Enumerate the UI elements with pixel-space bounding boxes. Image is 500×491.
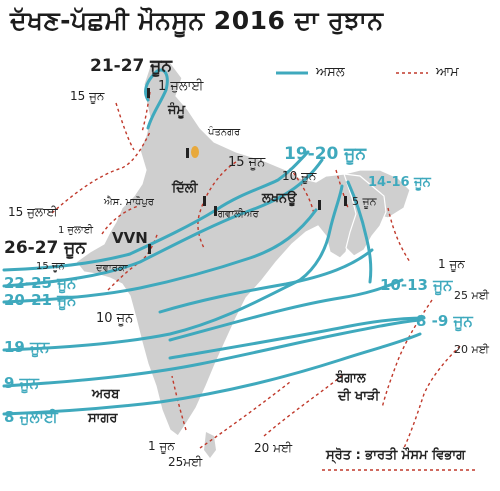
marker-ne [344,196,347,206]
isoline-22-25-june [2,158,324,288]
date-22-25-june: 22-25 ਜੂਨ [4,274,77,292]
place-sawai-madhopur: ਐਸ. ਮਾਧੋਪੁਰ [104,197,154,208]
date-15-june-w: 15 ਜੂਨ [36,261,65,272]
legend-actual-label: ਅਸਲ [316,65,345,80]
isoline-21-27-june [144,68,169,130]
date-26-27-june: 26-27 ਜੂਨ [4,238,87,258]
isoline-14-16-june [346,180,373,284]
marker-pantnagar [186,148,189,158]
marker-lucknow [318,200,321,210]
place-lucknow: ਲਖਨਊ [262,191,297,206]
date-5-june: 5 ਜੂਨ [352,195,377,208]
date-20-may-e: 20 ਮਈ [454,343,489,356]
place-dwarka: ਦਵਾਰਕਾ [96,263,128,274]
source-credit: ਸ੍ਰੋਤ : ਭਾਰਤੀ ਮੌਸਮ ਵਿਭਾਗ [326,448,466,463]
date-1-june-ne: 1 ਜੂਨ [438,257,465,271]
date-1-june-s: 1 ਜੂਨ [148,439,175,453]
date-15-june-c: 15 ਜੂਨ [228,155,266,170]
marker-gwalior [214,206,217,216]
isoline-26-27-june [2,150,310,272]
marker-vvn [148,244,151,254]
date-10-june-w: 10 ਜੂਨ [96,311,134,326]
station-markers [147,88,347,254]
isoline-20-may-s [263,373,345,437]
isoline-19-june [2,184,344,352]
date-15-june-nw: 15 ਜੂਨ [70,89,105,103]
sri-lanka [204,432,216,458]
place-pantnagar: ਪੰਤਨਗਰ [208,127,241,138]
place-jammu: ਜੰਮੂ [168,103,186,118]
date-1-july-w: 1 ਜੁਲਾਈ [58,225,93,236]
place-bay-of-bengal-2: ਦੀ ਖਾੜੀ [338,389,380,404]
isoline-8-july [2,332,422,416]
marker-pantnagar-dot [191,146,199,158]
date-20-21-june: 20-21 ਜੂਨ [4,291,77,309]
legend-normal-label: ਆਮ [436,65,459,80]
isoline-25-may-s [199,381,291,449]
place-delhi: ਦਿੱਲੀ [172,181,198,196]
isoline-25-may-e [381,299,433,409]
isoline-1-july-w [101,205,139,235]
date-8-9-june: 8 -9 ਜੂਨ [416,312,473,330]
date-8-july: 8 ਜੁਲਾਈ [4,408,58,426]
date-15-july: 15 ਜੁਲਾਈ [8,205,58,219]
page-title: ਦੱਖਣ-ਪੱਛਮੀ ਮੌਨਸੂਨ 2016 ਦਾ ਰੁਝਾਨ [10,6,384,35]
isoline-9-june [2,318,422,388]
isoline-20-may-e [403,345,461,449]
isoline-extra-1 [158,248,374,314]
place-arabian-sea-1: ਅਰਬ [92,387,120,402]
date-9-june: 9 ਜੂਨ [4,374,39,392]
date-21-27-june: 21-27 ਜੂਨ [90,56,173,76]
date-14-16-june: 14-16 ਜੂਨ [368,175,431,190]
isoline-15-june-c [197,161,237,249]
date-20-may-s: 20 ਮਈ [254,441,293,455]
date-10-june-ne: 10 ਜੂਨ [282,169,317,183]
isoline-10-june-ne [289,167,315,215]
marker-delhi [203,196,206,206]
actual-isolines [2,68,426,416]
date-1-july-top: 1 ਜੁਲਾਈ [158,79,204,94]
place-arabian-sea-2: ਸਾਗਰ [88,411,118,426]
isoline-1-july-top [141,91,151,133]
place-gwalior: ਗਵਾਲੀਅਰ [218,209,259,220]
date-10-13-june: 10-13 ਜੂਨ [380,276,453,294]
marker-jammu [147,88,150,98]
place-bay-of-bengal-1: ਬੰਗਾਲ [336,371,366,386]
isoline-10-13-june [168,278,404,342]
date-25-may-e: 25 ਮਈ [454,289,489,302]
date-25-may-s: 25ਮਈ [168,455,203,469]
date-19-20-june: 19-20 ਜੂਨ [284,144,367,164]
isoline-8-9-june [168,316,426,360]
isoline-20-21-june [2,208,318,304]
isoline-15-june-nw [115,102,135,151]
date-19-june: 19 ਜੂਨ [4,338,50,356]
place-vvn: VVN [112,229,148,247]
